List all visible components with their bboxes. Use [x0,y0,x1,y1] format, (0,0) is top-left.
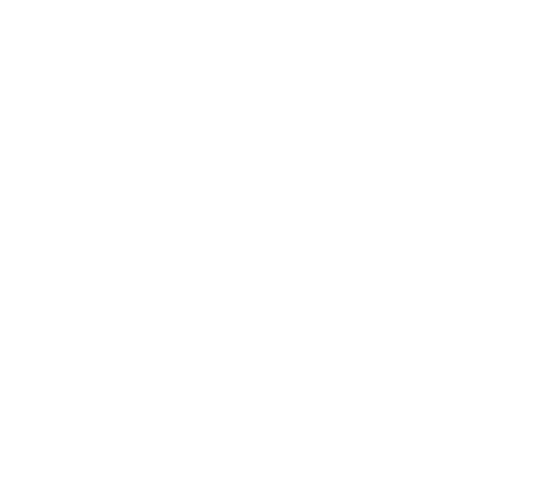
Bar [136,217,151,397]
Bar [91,277,106,397]
Bar [391,64,405,397]
Bar [345,333,361,397]
Bar [525,123,541,397]
Y-axis label: Median (minuter): Median (minuter) [11,157,25,278]
Legend: 2004, 2005, 2006: 2004, 2005, 2006 [456,63,541,130]
Bar [76,269,91,397]
Bar [106,286,121,397]
Title: Genomlysningstider: Genomlysningstider [182,11,434,31]
Bar [286,200,301,397]
Bar [151,217,165,397]
Bar [255,158,271,397]
Bar [165,226,181,397]
Bar [466,115,480,397]
Bar [211,251,226,397]
Bar [271,209,286,397]
Bar [226,234,240,397]
Bar [196,175,211,397]
Bar [405,55,420,397]
Bar [376,55,391,397]
